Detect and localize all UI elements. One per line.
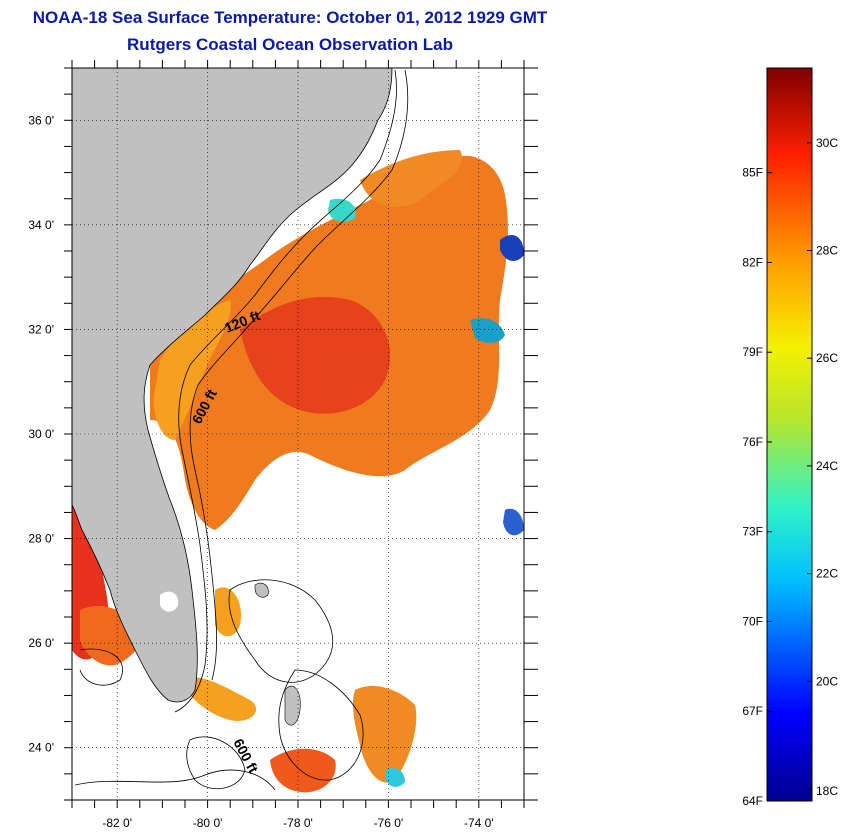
colorbar-f-label: 73F (742, 525, 763, 539)
colorbar-f-label: 64F (742, 794, 763, 808)
colorbar-f-label: 70F (742, 614, 763, 628)
axis-ticks (64, 60, 538, 808)
colorbar-c-label: 22C (816, 567, 838, 581)
us-coastline-land (72, 68, 393, 703)
map-subtitle: Rutgers Coastal Ocean Observation Lab (127, 35, 453, 54)
x-tick-labels: -82 0' -80 0' -78 0' -76 0' -74 0' (102, 816, 493, 830)
colorbar-f-label: 82F (742, 255, 763, 269)
graticule (72, 68, 524, 800)
colorbar-c-label: 26C (816, 351, 838, 365)
x-tick-label: -78 0' (283, 816, 313, 830)
y-tick-label: 26 0' (28, 636, 54, 650)
x-tick-label: -80 0' (193, 816, 223, 830)
y-tick-label: 34 0' (28, 218, 54, 232)
colorbar-c-label: 30C (816, 136, 838, 150)
y-tick-label: 28 0' (28, 532, 54, 546)
colorbar-c-label: 28C (816, 244, 838, 258)
colorbar-ticks (767, 142, 812, 802)
colorbar-c-label: 24C (816, 459, 838, 473)
colorbar-celsius-labels: 30C 28C 26C 24C 22C 20C 18C (816, 136, 838, 798)
map-title: NOAA-18 Sea Surface Temperature: October… (32, 8, 548, 27)
x-tick-label: -76 0' (374, 816, 404, 830)
colorbar-f-label: 85F (742, 166, 763, 180)
y-tick-label: 30 0' (28, 427, 54, 441)
y-tick-label: 36 0' (28, 113, 54, 127)
colorbar-f-label: 67F (742, 704, 763, 718)
colorbar-c-label: 18C (816, 784, 838, 798)
bahamas-land-1 (284, 685, 301, 726)
y-tick-labels: 36 0' 34 0' 32 0' 30 0' 28 0' 26 0' 24 0' (28, 113, 54, 754)
x-tick-label: -74 0' (464, 816, 494, 830)
colorbar-f-label: 76F (742, 435, 763, 449)
colorbar (766, 67, 813, 802)
y-tick-label: 24 0' (28, 741, 54, 755)
y-tick-label: 32 0' (28, 322, 54, 336)
bahamas-land-2 (254, 582, 269, 598)
lake-okeechobee (160, 591, 179, 612)
colorbar-c-label: 20C (816, 674, 838, 688)
depth-contours (74, 69, 409, 791)
colorbar-f-label: 79F (742, 345, 763, 359)
colorbar-fahrenheit-labels: 85F 82F 79F 76F 73F 70F 67F 64F (742, 166, 763, 808)
x-tick-label: -82 0' (102, 816, 132, 830)
